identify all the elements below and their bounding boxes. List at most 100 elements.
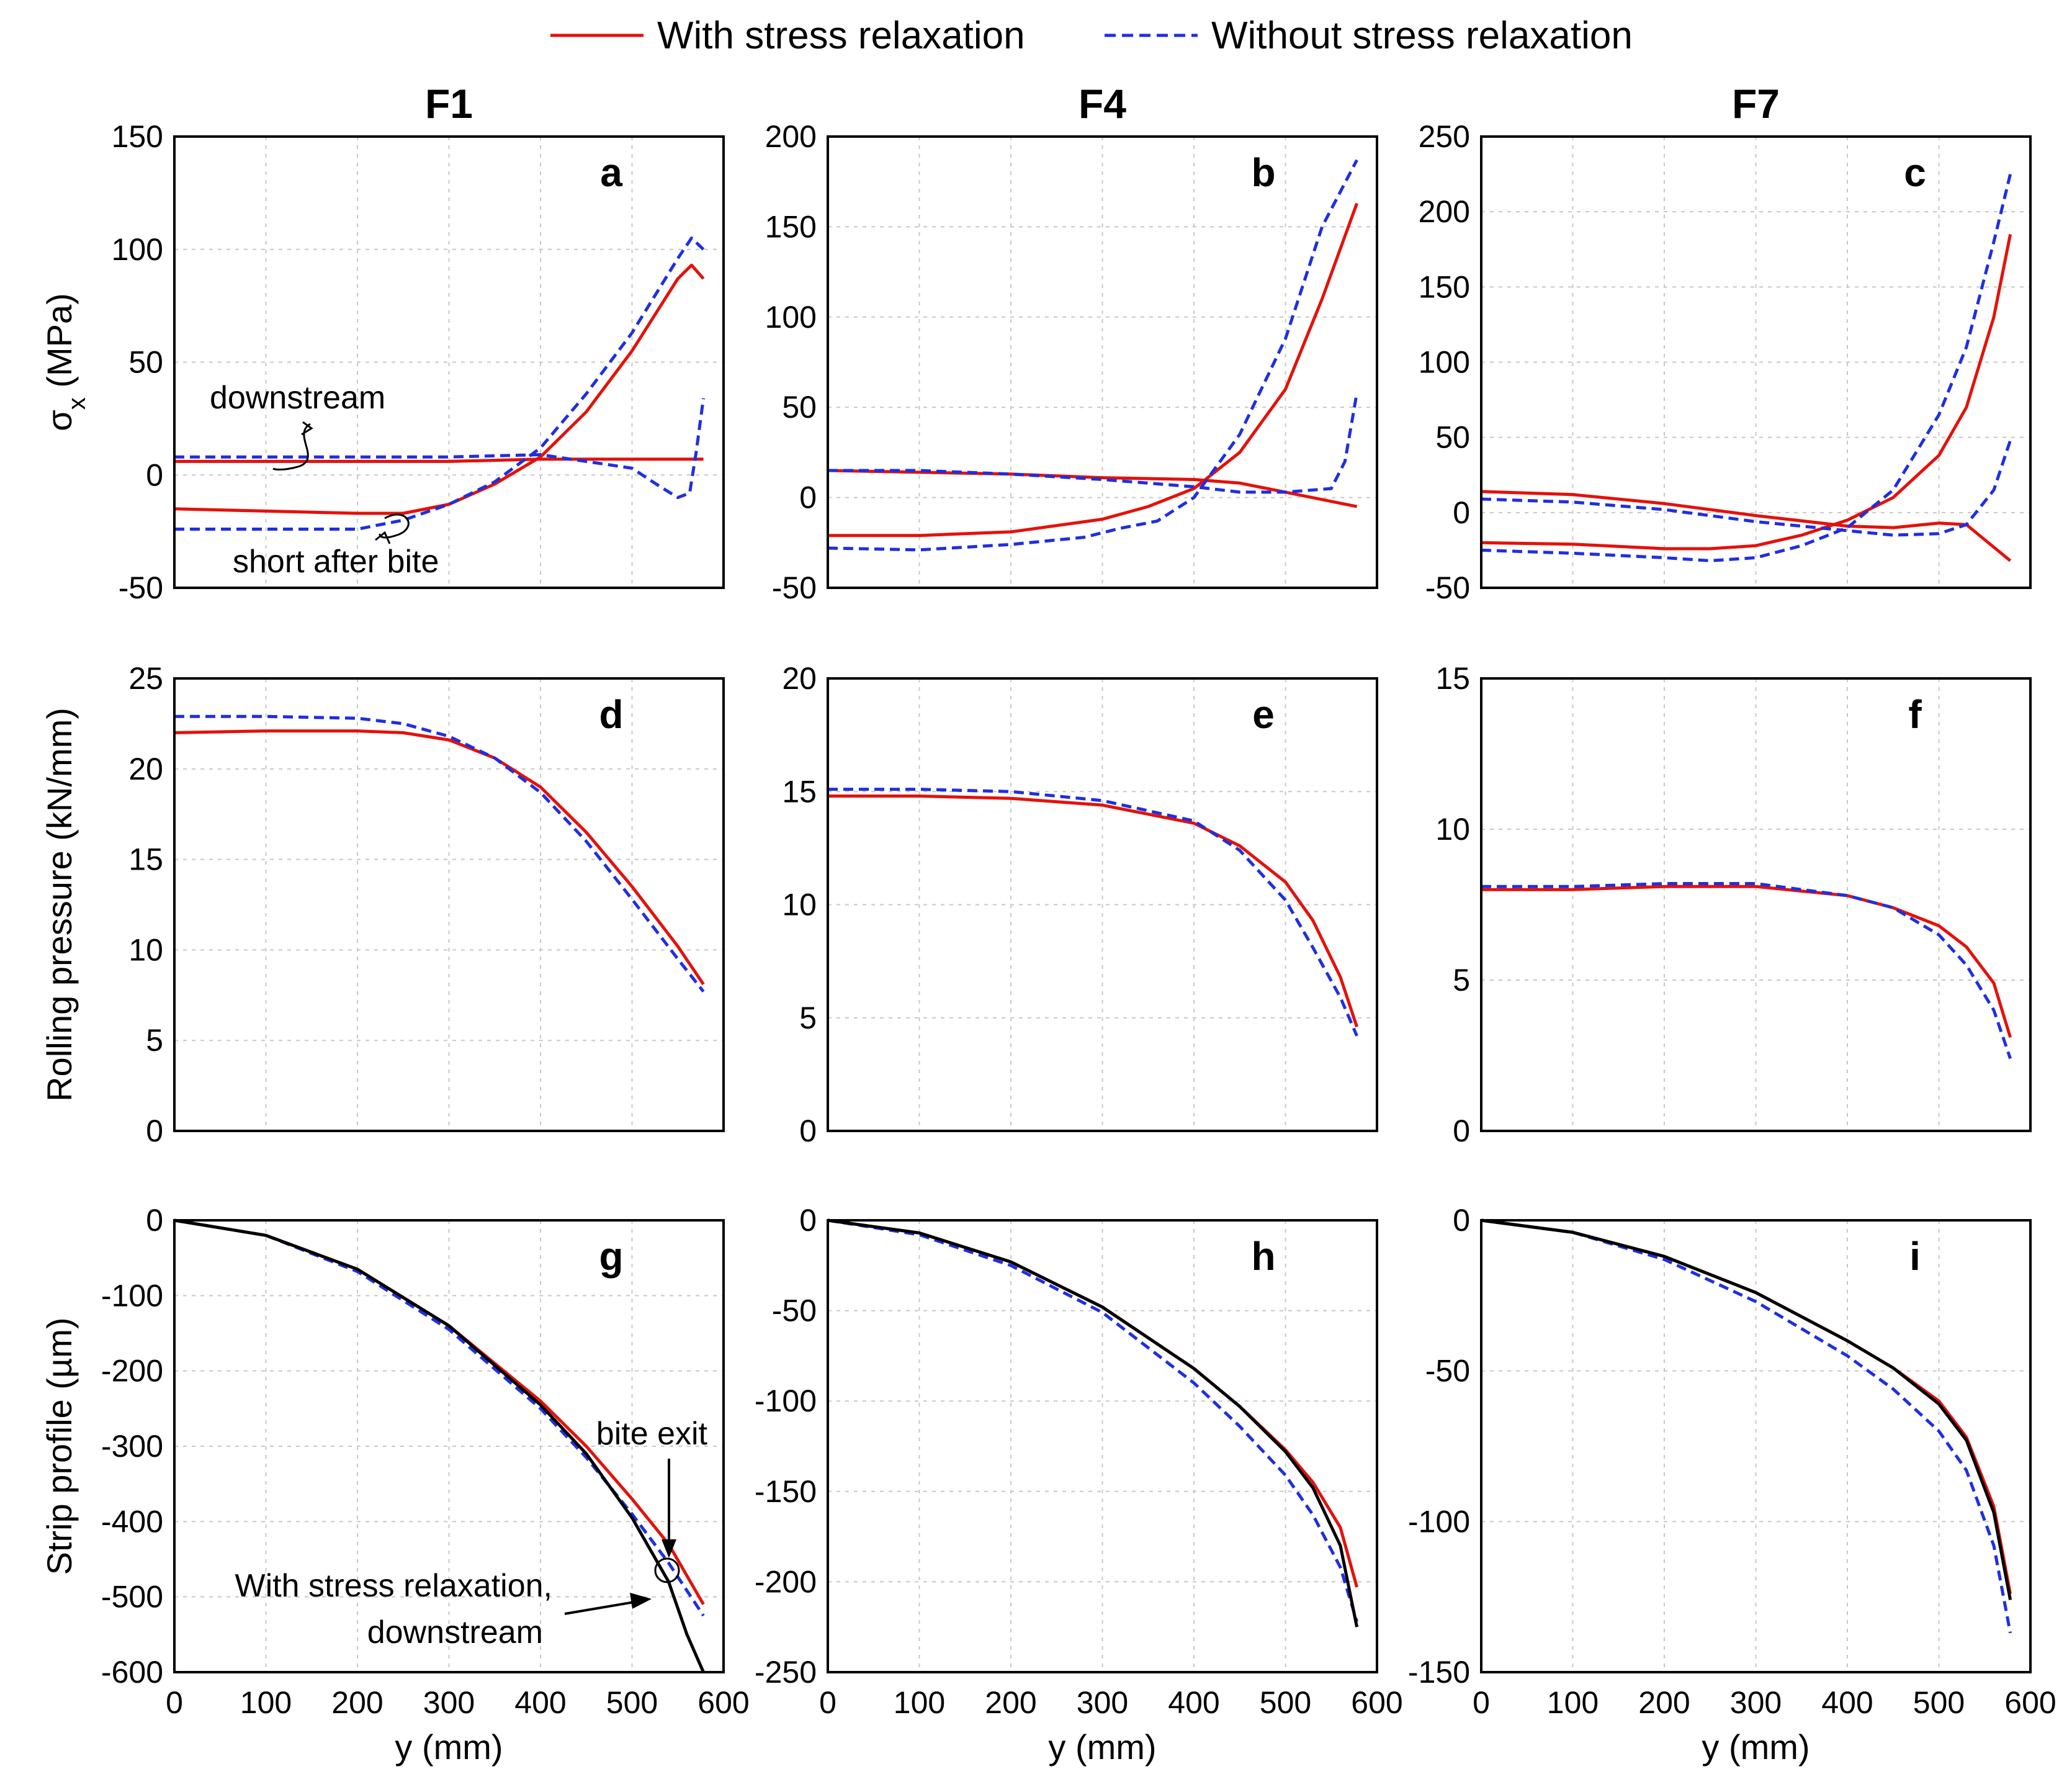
y-tick-label: 0 [799,480,817,515]
series-line-c-with-1 [1481,490,2012,562]
y-tick-label: 50 [128,345,163,380]
y-tick-label: -150 [755,1474,817,1509]
panel-f: 0 5 10 15 f [1435,661,2032,1148]
plot-frame-g [173,1219,725,1673]
panel-c: -50 0 50 100 150 200 250 c [1419,119,2032,605]
x-tick-label: 0 [1473,1685,1490,1720]
plot-frame-b [827,135,1378,589]
series-line-e-with-0 [828,794,1358,1028]
y-tick-label: -200 [101,1354,163,1389]
x-tick-label: 600 [1351,1685,1402,1720]
series-line-e-without-1 [828,788,1358,1037]
y-tick-label: 5 [146,1023,163,1058]
y-tick-label: -100 [755,1384,817,1418]
x-tick-label: 600 [697,1685,749,1720]
plot-frame-i [1480,1219,2032,1673]
arrowhead-icon [662,1539,676,1558]
panel-letter-i: i [1909,1234,1921,1279]
y-tick-label: 15 [1435,661,1470,696]
y-tick-label: 100 [765,300,817,335]
y-tick-label: -600 [101,1655,163,1690]
column-title-f7: F7 [1732,81,1780,127]
y-tick-label: 0 [799,1203,817,1238]
y-tick-label: -50 [1425,1354,1470,1389]
series-line-i-downstream-black-2 [1481,1218,2012,1600]
x-axis-label-f4: y (mm) [1048,1727,1156,1767]
series-line-g-downstream-black-2 [174,1218,705,1673]
y-tick-label: -150 [1408,1655,1470,1690]
y-tick-label: 0 [146,1114,163,1148]
y-tick-label: -250 [755,1655,817,1690]
plot-frame-h [827,1219,1378,1673]
annotation-with-stress-relaxation: With stress relaxation, [235,1568,553,1604]
x-tick-label: 500 [1913,1685,1965,1720]
y-tick-label: -100 [1408,1504,1470,1539]
annotation-short-after-bite: short after bite [233,544,439,580]
series-line-a-with-1 [174,457,704,463]
y-tick-label: 25 [128,661,163,696]
x-tick-label: 200 [331,1685,383,1720]
y-tick-label: 10 [128,932,163,967]
series-line-h-downstream-black-2 [827,1218,1359,1627]
y-tick-label: -50 [119,570,163,605]
y-tick-label: 0 [146,457,163,492]
x-tick-label: 300 [423,1685,475,1720]
x-tick-label: 100 [894,1685,945,1720]
panel-d: 0 5 10 15 20 25 d [128,661,725,1148]
y-tick-label: -500 [101,1580,163,1614]
y-axis-label-row-3: Strip profile (µm) [40,1318,79,1575]
series-line-a-without-3 [174,398,706,500]
series-line-c-without-2 [1481,174,2012,562]
annotation-bite-exit: bite exit [596,1416,708,1452]
legend-label-without: Without stress relaxation [1211,14,1633,57]
series-line-h-with-0 [827,1218,1359,1588]
y-tick-label: 200 [1419,194,1470,229]
bite-exit-marker [654,1557,680,1583]
y-tick-label: 0 [1453,1114,1470,1148]
arrowhead-icon [375,531,391,544]
x-tick-label: 400 [1168,1685,1219,1720]
y-tick-label: 200 [765,119,817,154]
series-line-f-with-0 [1481,884,2012,1038]
y-tick-label: 10 [782,888,817,922]
x-axis-label-f1: y (mm) [395,1727,503,1767]
plot-frame-c [1480,135,2032,589]
y-tick-label: 0 [1453,495,1470,530]
row-labels: σx (MPa) Rolling pressure (kN/mm) Strip pr… [40,293,91,1575]
sigma-symbol: σ [40,410,79,431]
y-tick-label: -50 [1425,570,1470,605]
series-line-b-without-2 [827,159,1358,552]
y-tick-label: 15 [782,774,817,809]
y-tick-label: -50 [772,570,817,605]
panel-g: -600 -500 -400 -300 -200 -100 0 0 100 200 300 400 50… [101,1203,750,1767]
column-titles: F1 F4 F7 [425,81,1780,127]
panel-letter-a: a [600,150,622,195]
panel-a: -50 0 50 100 150 a [112,119,725,605]
y-tick-label: 15 [128,842,163,877]
plot-frame-f [1480,677,2032,1132]
y-tick-label: -200 [755,1564,817,1599]
x-tick-label: 300 [1730,1685,1782,1720]
x-tick-label: 500 [1260,1685,1311,1720]
panel-letter-e: e [1252,692,1275,737]
x-tick-label: 100 [1547,1685,1599,1720]
y-tick-label: 50 [1435,420,1470,455]
x-tick-label: 0 [819,1685,836,1720]
x-tick-label: 400 [1821,1685,1873,1720]
series-line-i-without-1 [1481,1218,2012,1634]
panel-b: -50 0 50 100 150 200 b [765,119,1378,605]
y-tick-label: 100 [1419,345,1470,380]
y-tick-label: 150 [112,119,163,154]
panel-e: 0 5 10 15 20 e [782,661,1378,1148]
series-line-g-with-0 [174,1218,705,1606]
legend-label-with: With stress relaxation [657,14,1025,57]
x-tick-label: 300 [1077,1685,1128,1720]
column-title-f4: F4 [1079,81,1126,127]
plot-frame-a [173,135,725,589]
panel-letter-f: f [1908,692,1922,737]
y-tick-label: 150 [765,209,817,244]
y-tick-label: -50 [772,1294,817,1328]
series-line-a-without-2 [174,236,705,531]
x-tick-label: 200 [985,1685,1036,1720]
